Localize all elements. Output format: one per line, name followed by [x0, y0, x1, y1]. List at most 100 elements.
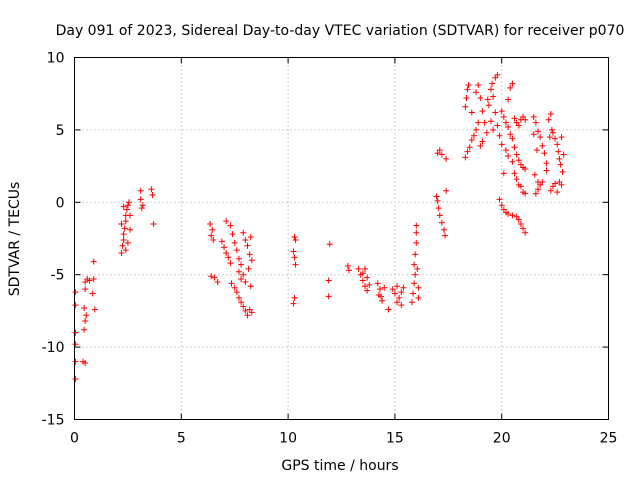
data-point: [522, 190, 529, 197]
data-point: [118, 221, 125, 228]
data-point: [496, 196, 503, 203]
y-tick-label: -15: [42, 413, 65, 429]
data-point: [210, 236, 217, 243]
data-point: [463, 95, 470, 102]
data-point: [488, 118, 495, 125]
data-point: [231, 284, 238, 291]
data-point: [535, 179, 542, 186]
data-point: [468, 109, 475, 116]
data-point: [238, 261, 245, 268]
data-point: [433, 193, 440, 200]
data-point: [530, 113, 537, 120]
data-point: [522, 165, 529, 172]
data-point: [443, 187, 450, 194]
data-point: [235, 294, 242, 301]
data-point: [522, 116, 529, 123]
data-point: [292, 236, 299, 243]
data-point: [291, 254, 298, 261]
data-point: [207, 221, 214, 228]
data-point: [520, 225, 527, 232]
data-point: [531, 171, 538, 178]
data-point: [530, 131, 537, 138]
data-point: [90, 276, 97, 283]
data-point: [473, 126, 480, 133]
data-point: [82, 318, 89, 325]
data-point: [81, 305, 88, 312]
data-point: [477, 95, 484, 102]
data-point: [124, 202, 131, 209]
data-point: [361, 265, 368, 272]
data-point: [509, 158, 516, 165]
data-point: [148, 186, 155, 193]
data-point: [479, 108, 486, 115]
data-point: [543, 160, 550, 167]
x-axis-label: GPS time / hours: [281, 458, 398, 474]
data-point: [511, 115, 518, 122]
data-point: [479, 138, 486, 145]
data-point: [244, 242, 251, 249]
data-point: [468, 137, 475, 144]
x-tick-label: 10: [279, 431, 297, 447]
data-point: [218, 238, 225, 245]
data-point: [555, 148, 562, 155]
data-point: [498, 108, 505, 115]
data-point: [291, 234, 298, 241]
data-point: [413, 239, 420, 246]
data-point: [545, 116, 552, 123]
data-point: [72, 375, 79, 382]
data-point: [488, 86, 495, 93]
data-point: [292, 261, 299, 268]
data-point: [82, 286, 89, 293]
data-point: [137, 196, 144, 203]
data-point: [517, 221, 524, 228]
data-point: [235, 255, 242, 262]
x-tick-label: 20: [493, 431, 511, 447]
data-point: [464, 148, 471, 155]
data-point: [412, 271, 419, 278]
data-point: [291, 294, 298, 301]
data-point: [470, 132, 477, 139]
data-point: [496, 132, 503, 139]
data-point: [541, 150, 548, 157]
data-point: [511, 170, 518, 177]
data-point: [515, 216, 522, 223]
x-tick-label: 25: [600, 431, 618, 447]
data-point: [505, 124, 512, 131]
data-point: [554, 189, 561, 196]
data-point: [238, 276, 245, 283]
data-point: [244, 312, 251, 319]
data-point: [505, 152, 512, 159]
data-point: [245, 265, 252, 272]
data-point: [522, 229, 529, 236]
data-point: [558, 181, 565, 188]
data-point: [477, 142, 484, 149]
data-point: [396, 294, 403, 301]
y-tick-label: -10: [42, 340, 65, 356]
data-point: [326, 241, 333, 248]
data-point: [398, 289, 405, 296]
data-point: [509, 135, 516, 142]
data-point: [240, 303, 247, 310]
y-axis-label: SDTVAR / TECUs: [7, 182, 23, 297]
data-point: [438, 151, 445, 158]
data-point: [325, 293, 332, 300]
data-point: [490, 93, 497, 100]
data-point: [359, 277, 366, 284]
data-point: [120, 231, 127, 238]
data-point: [238, 299, 245, 306]
data-point: [139, 202, 146, 209]
data-point: [233, 289, 240, 296]
data-point: [500, 113, 507, 120]
data-point: [494, 71, 501, 78]
plot-frame: [74, 57, 609, 420]
data-point: [122, 247, 129, 254]
data-point: [532, 119, 539, 126]
data-point: [227, 260, 234, 267]
data-point: [475, 119, 482, 126]
data-points: [72, 71, 567, 382]
data-point: [120, 236, 127, 243]
data-point: [127, 212, 134, 219]
data-point: [209, 226, 216, 233]
data-point: [415, 294, 422, 301]
